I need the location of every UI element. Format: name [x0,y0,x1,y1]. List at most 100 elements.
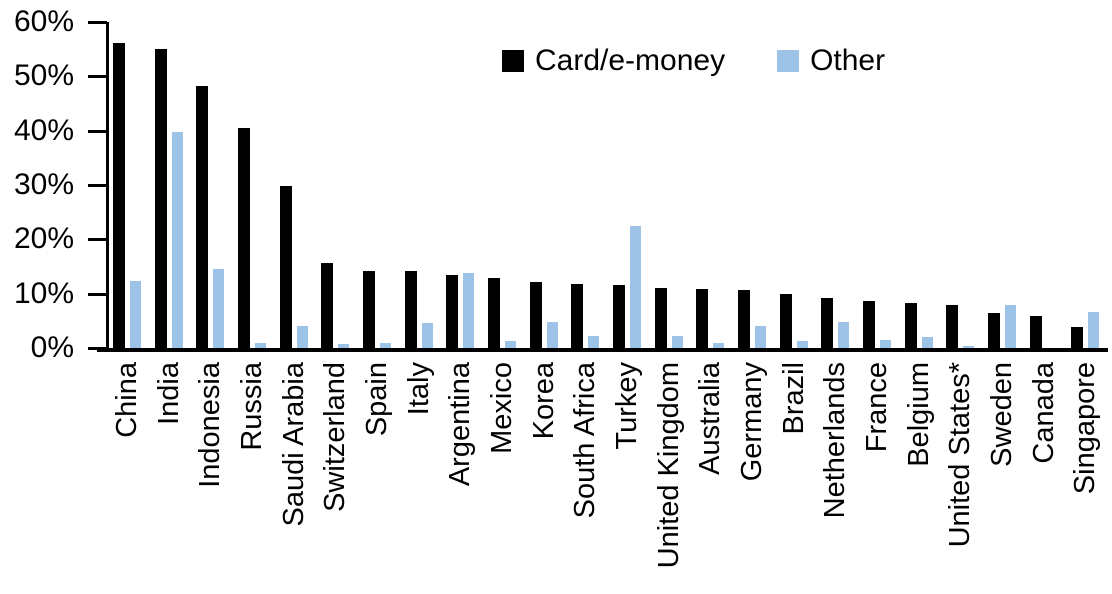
bar-group-argentina [439,22,481,348]
bar-card-e-money-saudi-arabia [279,186,292,348]
bar-group-mexico [481,22,523,348]
legend-label-card-e-money: Card/e-money [535,44,726,77]
bar-other-spain [379,342,391,348]
x-label-canada: Canada [1027,362,1060,464]
x-label-india: India [152,362,185,425]
x-label-turkey: Turkey [610,362,643,450]
x-label-argentina: Argentina [444,362,477,487]
bar-other-brazil [796,341,808,348]
x-label-sweden: Sweden [985,362,1018,467]
bar-other-united-states [963,346,975,348]
y-tick-label-60: 60% [13,5,74,38]
bar-group-germany [731,22,773,348]
bar-other-united-kingdom [671,335,683,348]
bar-other-russia [254,342,266,348]
bar-card-e-money-turkey [612,284,625,348]
bar-other-saudi-arabia [296,326,308,348]
x-label-germany: Germany [735,362,768,482]
y-tick-20 [88,238,107,242]
bar-card-e-money-netherlands [821,298,834,348]
bar-other-mexico [504,340,516,348]
legend: Card/e-money Other [502,44,885,78]
bar-card-e-money-singapore [1071,326,1084,348]
y-tick-label-40: 40% [13,113,74,147]
bar-other-australia [713,342,725,348]
x-label-belgium: Belgium [902,362,935,467]
y-tick-30 [88,184,107,187]
bar-group-australia [689,22,731,348]
bar-group-turkey [606,22,648,348]
bar-group-korea [523,22,565,348]
bar-group-netherlands [814,22,856,348]
bar-group-brazil [773,22,815,348]
x-label-netherlands: Netherlands [819,362,852,519]
y-tick-label-20: 20% [13,222,74,256]
x-axis-line [97,348,1108,352]
bar-other-china [129,281,141,348]
bar-card-e-money-sweden [987,312,1000,348]
bar-card-e-money-france [862,300,875,348]
bar-group-russia [231,22,273,348]
bar-group-saudi-arabia [273,22,315,348]
bar-other-indonesia [213,268,225,348]
x-label-united-states: United States* [944,362,977,548]
x-label-united-kingdom: United Kingdom [652,362,685,569]
bar-other-argentina [463,273,475,348]
bar-card-e-money-india [154,49,167,348]
bar-other-south-africa [588,335,600,348]
bar-group-singapore [1064,22,1106,348]
x-label-mexico: Mexico [485,362,518,454]
bar-group-south-africa [564,22,606,348]
x-label-australia: Australia [694,362,727,475]
bar-other-belgium [921,337,933,348]
y-tick-40 [88,129,107,133]
bar-card-e-money-brazil [779,293,792,348]
bar-group-switzerland [314,22,356,348]
y-axis-line [106,22,109,352]
bar-group-belgium [898,22,940,348]
bar-card-e-money-united-kingdom [654,287,667,348]
bar-other-india [171,131,183,348]
legend-item-other: Other [777,44,885,78]
x-label-singapore: Singapore [1069,362,1102,495]
bar-card-e-money-united-states [946,305,959,348]
legend-label-other: Other [810,44,886,77]
bar-group-united-kingdom [648,22,690,348]
bar-card-e-money-mexico [487,277,500,348]
bar-card-e-money-switzerland [321,263,334,348]
x-label-brazil: Brazil [777,362,810,435]
bar-card-e-money-germany [737,290,750,348]
x-label-saudi-arabia: Saudi Arabia [277,362,310,527]
bar-card-e-money-canada [1029,315,1042,348]
bar-group-italy [398,22,440,348]
bar-other-germany [754,326,766,348]
bar-other-france [879,339,891,348]
bar-card-e-money-belgium [904,303,917,348]
x-label-russia: Russia [235,362,268,451]
bar-card-e-money-indonesia [196,85,209,348]
bar-other-switzerland [338,343,350,348]
bar-group-sweden [981,22,1023,348]
y-tick-label-10: 10% [13,276,74,310]
legend-swatch-card-e-money-icon [502,50,524,72]
plot-area [106,22,1106,348]
x-label-indonesia: Indonesia [194,362,227,488]
x-label-italy: Italy [402,362,435,416]
x-label-spain: Spain [360,362,393,437]
bar-card-e-money-argentina [446,275,459,348]
bar-other-turkey [629,225,641,348]
x-label-south-africa: South Africa [569,362,602,519]
bar-card-e-money-spain [362,270,375,348]
bar-other-italy [421,323,433,348]
x-label-switzerland: Switzerland [319,362,352,512]
bar-card-e-money-china [112,42,125,348]
legend-swatch-other-icon [777,50,800,72]
y-tick-10 [88,292,107,296]
bar-card-e-money-korea [529,281,542,348]
bar-group-indonesia [189,22,231,348]
bar-card-e-money-russia [237,127,250,348]
x-label-china: China [110,362,143,438]
bar-card-e-money-australia [696,289,709,348]
y-tick-label-30: 30% [13,168,74,201]
